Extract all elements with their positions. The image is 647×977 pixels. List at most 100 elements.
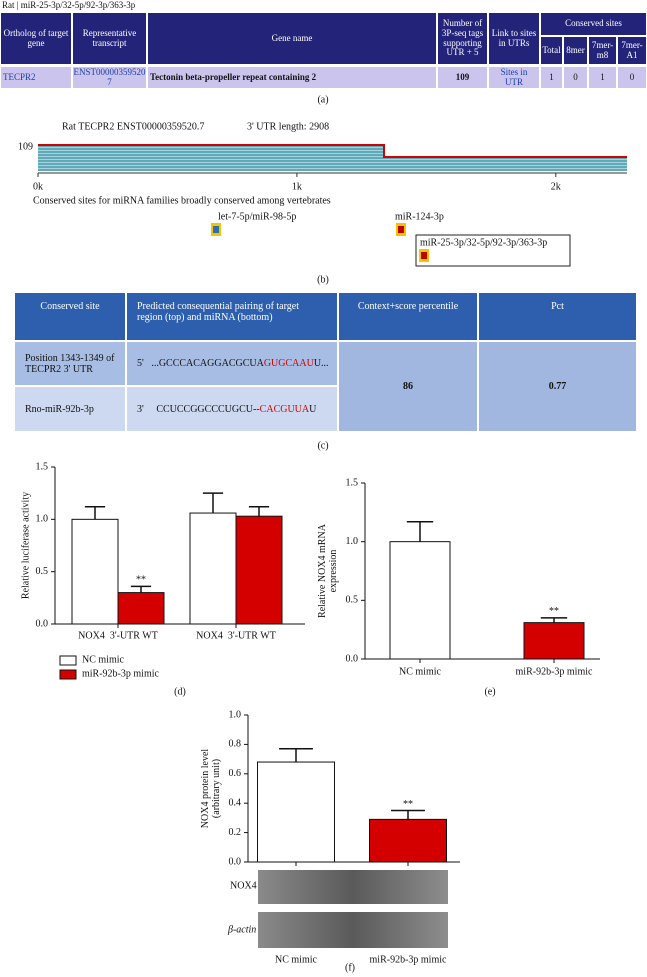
seq: ...GCCCACAGGACGCUA — [151, 358, 264, 369]
utr-title: Rat TECPR2 ENST00000359520.7 — [62, 121, 204, 132]
pct: 0.77 — [478, 341, 637, 432]
site-count: 1 — [588, 66, 617, 89]
y-axis-label: NOX4 protein level — [200, 749, 211, 829]
header-cell: Context+score percentile — [338, 292, 478, 341]
site-marker-core — [421, 252, 427, 259]
seq: CCUCCGGCCCUGCU-- — [156, 403, 260, 415]
header-cell: Conserved site — [14, 292, 126, 341]
site-count: 0 — [563, 66, 588, 89]
blot-label: NOX4 — [230, 880, 257, 891]
legend-label: miR-92b-3p mimic — [82, 668, 160, 679]
y-tick-label: 0.5 — [36, 566, 49, 577]
x-tick-label: miR-92b-3p mimic — [516, 666, 594, 677]
coverage-line — [38, 144, 627, 158]
tag-count: 109 — [437, 66, 488, 89]
gene-link[interactable]: TECPR2 — [0, 66, 72, 89]
site-label: let-7-5p/miR-98-5p — [218, 211, 296, 222]
y-tick-label: 1.0 — [346, 536, 359, 547]
utr-length: 3' UTR length: 2908 — [247, 121, 329, 132]
bar — [189, 512, 237, 625]
site-marker-core — [213, 226, 219, 233]
legend-swatch — [59, 655, 77, 666]
panel-label: (f) — [345, 962, 355, 973]
seed: GUGCAAU — [263, 358, 314, 369]
gene-name: Tectonin beta-propeller repeat containin… — [147, 66, 437, 89]
target-seq: 5' ...GCCCACAGGACGCUA GUGCAAU U... — [126, 341, 338, 386]
x-tick-label: NOX4 3'-UTR WT — [78, 630, 158, 641]
mirna-seq: 3' CCUCCGGCCCUGCU-- CACGUUA U — [126, 386, 338, 432]
bar — [369, 818, 447, 863]
panel-label: (b) — [317, 274, 329, 285]
subheader-cell: 7mer-m8 — [588, 36, 617, 65]
bar — [235, 515, 283, 625]
legend-swatch — [59, 669, 77, 680]
seed: CACGUUA — [259, 403, 310, 415]
subheader-cell: 7mer-A1 — [617, 36, 647, 65]
site-count: 0 — [617, 66, 647, 89]
panel-label: (a) — [317, 94, 328, 105]
table-title: Rat | miR-25-3p/32-5p/92-3p/363-3p — [2, 0, 136, 10]
site-marker-core — [398, 226, 404, 233]
y-tick-label: 0.4 — [229, 797, 242, 808]
header-cell: Gene name — [147, 12, 437, 65]
seq: U... — [313, 358, 329, 369]
percentile: 86 — [338, 341, 478, 432]
y-tick-label: 1.5 — [36, 461, 49, 472]
blot-label: β-actin — [227, 924, 256, 935]
y-tick-label: 1.0 — [36, 514, 49, 525]
bar — [523, 622, 585, 660]
blot-nox4 — [258, 870, 448, 904]
subheader-cell: 8mer — [563, 36, 588, 65]
y-tick-label: 0.0 — [229, 856, 242, 867]
mirna-cell: Rno-miR-92b-3p — [14, 386, 126, 432]
prime: 5' — [137, 358, 144, 369]
x-tick-label: NC mimic — [399, 666, 442, 677]
coverage-area — [38, 145, 627, 171]
bar — [389, 541, 451, 660]
transcript-link[interactable]: ENST00000359520 7 — [72, 66, 147, 89]
site-box — [415, 234, 571, 267]
y-axis-label: Relative luciferase activity — [20, 492, 31, 599]
bar — [71, 518, 119, 625]
y-axis-label: expression — [328, 550, 339, 593]
site-label: miR-25-3p/32-5p/92-3p/363-3p — [420, 237, 547, 248]
y-axis-label: (arbitrary unit) — [211, 759, 222, 818]
site-count: 1 — [540, 66, 563, 89]
significance: ** — [549, 606, 559, 617]
header-cell: Link to sites in UTRs — [488, 12, 540, 65]
header-cell: Conserved sites — [540, 12, 647, 36]
header-cell: Representative transcript — [72, 12, 147, 65]
x-tick-label: miR-92b-3p mimic — [370, 954, 448, 965]
site-cell: Position 1343-1349 of TECPR2 3' UTR — [14, 341, 126, 386]
prime: 3' — [137, 403, 144, 415]
panel-label: (d) — [174, 686, 186, 697]
x-tick-label: NOX4 3'-UTR WT — [196, 630, 276, 641]
bar — [117, 592, 165, 625]
panel-label: (c) — [317, 440, 328, 451]
site-label: miR-124-3p — [395, 211, 444, 222]
panel-label: (e) — [484, 686, 495, 697]
header-cell: Predicted consequential pairing of targe… — [126, 292, 338, 341]
header-cell: Number of 3P-seq tags supporting UTR + 5 — [437, 12, 488, 65]
blot-actin — [258, 912, 448, 948]
utr-caption: Conserved sites for miRNA families broad… — [33, 195, 331, 206]
subheader-cell: Total — [540, 36, 563, 65]
seq: U — [309, 403, 317, 415]
header-cell: Pct — [478, 292, 637, 341]
x-tick-label: 2k — [551, 181, 561, 192]
x-tick-label: 1k — [292, 181, 302, 192]
y-tick-label: 1.5 — [346, 477, 359, 488]
legend-label: NC mimic — [82, 654, 125, 665]
y-tick-label: 0.5 — [346, 595, 359, 606]
y-tick-label: 0.0 — [36, 618, 49, 629]
y-tick-label: 0.2 — [229, 827, 242, 838]
y-tick-label: 1.0 — [229, 709, 242, 720]
sites-link[interactable]: Sites in UTR — [488, 66, 540, 89]
y-tick-label: 0.0 — [346, 653, 359, 664]
header-cell: Ortholog of target gene — [0, 12, 72, 65]
x-tick-label: 0k — [33, 181, 43, 192]
y-axis-label: Relative NOX4 mRNA — [317, 523, 328, 618]
y-tick-label: 0.6 — [229, 768, 242, 779]
